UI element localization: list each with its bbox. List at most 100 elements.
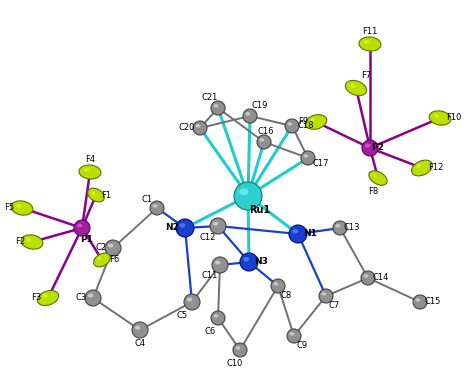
- Ellipse shape: [243, 109, 257, 123]
- Ellipse shape: [271, 279, 285, 293]
- Ellipse shape: [365, 144, 370, 147]
- Ellipse shape: [361, 271, 375, 285]
- Ellipse shape: [301, 151, 315, 165]
- Text: C17: C17: [313, 159, 329, 168]
- Ellipse shape: [187, 298, 192, 302]
- Text: C16: C16: [258, 128, 274, 136]
- Ellipse shape: [213, 222, 219, 225]
- Ellipse shape: [373, 174, 377, 178]
- Ellipse shape: [108, 244, 113, 248]
- Ellipse shape: [21, 235, 43, 249]
- Ellipse shape: [346, 80, 366, 96]
- Text: C11: C11: [202, 270, 218, 279]
- Ellipse shape: [411, 160, 432, 176]
- Ellipse shape: [319, 289, 333, 303]
- Text: F2: F2: [15, 237, 25, 246]
- Ellipse shape: [132, 322, 148, 338]
- Ellipse shape: [84, 168, 89, 172]
- Text: C4: C4: [135, 339, 146, 348]
- Ellipse shape: [42, 294, 47, 298]
- Text: C1: C1: [141, 195, 153, 204]
- Ellipse shape: [210, 218, 226, 234]
- Ellipse shape: [287, 329, 301, 343]
- Text: F5: F5: [4, 204, 14, 213]
- Ellipse shape: [153, 204, 157, 208]
- Ellipse shape: [150, 201, 164, 215]
- Text: C7: C7: [328, 302, 340, 310]
- Ellipse shape: [240, 253, 258, 271]
- Ellipse shape: [257, 135, 271, 149]
- Text: F12: F12: [428, 164, 444, 172]
- Ellipse shape: [273, 282, 278, 286]
- Ellipse shape: [413, 295, 427, 309]
- Ellipse shape: [416, 164, 421, 168]
- Text: F8: F8: [368, 186, 378, 195]
- Text: C6: C6: [204, 327, 216, 336]
- Ellipse shape: [79, 165, 101, 179]
- Ellipse shape: [310, 118, 315, 122]
- Ellipse shape: [234, 182, 262, 210]
- Ellipse shape: [415, 298, 420, 302]
- Ellipse shape: [369, 171, 387, 185]
- Text: F7: F7: [361, 70, 371, 80]
- Ellipse shape: [213, 104, 219, 108]
- Text: F1: F1: [101, 190, 111, 200]
- Ellipse shape: [37, 290, 59, 306]
- Ellipse shape: [85, 290, 101, 306]
- Text: C15: C15: [425, 297, 441, 306]
- Text: P2: P2: [372, 144, 384, 153]
- Ellipse shape: [429, 111, 451, 125]
- Text: C19: C19: [252, 102, 268, 111]
- Text: F9: F9: [298, 117, 308, 126]
- Text: F10: F10: [447, 114, 462, 123]
- Ellipse shape: [97, 256, 101, 260]
- Text: C20: C20: [179, 123, 195, 132]
- Ellipse shape: [211, 311, 225, 325]
- Ellipse shape: [16, 204, 21, 208]
- Text: C2: C2: [95, 243, 107, 252]
- Ellipse shape: [26, 238, 31, 242]
- Ellipse shape: [88, 294, 93, 297]
- Ellipse shape: [105, 240, 121, 256]
- Ellipse shape: [88, 188, 104, 202]
- Text: F3: F3: [31, 294, 41, 303]
- Ellipse shape: [350, 84, 355, 88]
- Text: C18: C18: [298, 122, 314, 130]
- Ellipse shape: [287, 122, 292, 126]
- Text: F6: F6: [109, 255, 119, 264]
- Text: C5: C5: [176, 310, 188, 320]
- Text: C10: C10: [227, 358, 243, 368]
- Text: C9: C9: [296, 342, 308, 351]
- Text: C8: C8: [281, 291, 292, 300]
- Text: C3: C3: [75, 294, 87, 303]
- Text: C21: C21: [202, 93, 218, 102]
- Ellipse shape: [176, 219, 194, 237]
- Ellipse shape: [362, 140, 378, 156]
- Text: C14: C14: [373, 273, 389, 282]
- Text: C13: C13: [344, 224, 360, 232]
- Text: N3: N3: [254, 258, 268, 267]
- Ellipse shape: [195, 124, 201, 128]
- Ellipse shape: [91, 192, 95, 195]
- Ellipse shape: [364, 274, 368, 278]
- Text: N2: N2: [165, 224, 179, 232]
- Ellipse shape: [211, 101, 225, 115]
- Ellipse shape: [77, 224, 82, 228]
- Ellipse shape: [292, 229, 299, 234]
- Ellipse shape: [179, 223, 185, 228]
- Ellipse shape: [333, 221, 347, 235]
- Ellipse shape: [321, 292, 327, 296]
- Ellipse shape: [11, 201, 33, 215]
- Ellipse shape: [259, 138, 264, 142]
- Ellipse shape: [336, 224, 340, 228]
- Ellipse shape: [285, 119, 299, 133]
- Ellipse shape: [212, 257, 228, 273]
- Ellipse shape: [364, 40, 369, 44]
- Ellipse shape: [213, 314, 219, 318]
- Ellipse shape: [135, 326, 140, 330]
- Ellipse shape: [243, 257, 249, 261]
- Text: F11: F11: [362, 27, 378, 36]
- Ellipse shape: [289, 225, 307, 243]
- Ellipse shape: [303, 154, 309, 158]
- Ellipse shape: [184, 294, 200, 310]
